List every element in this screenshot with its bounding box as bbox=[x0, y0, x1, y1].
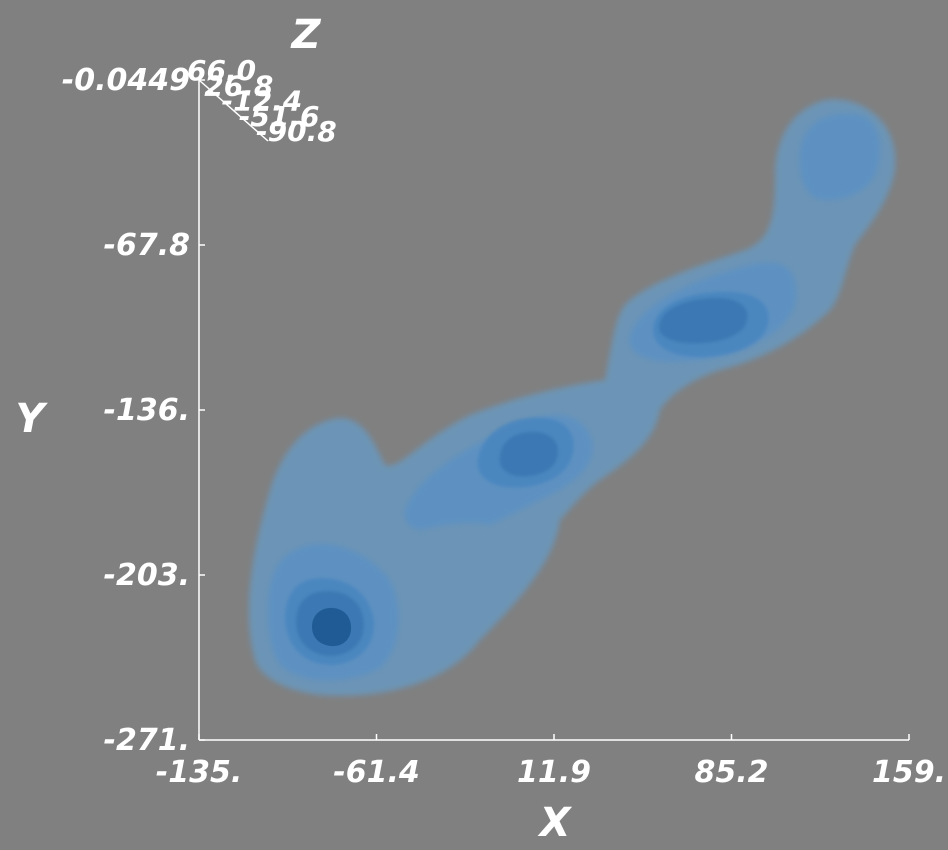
z-tick-label: 66.0 bbox=[187, 54, 256, 87]
surface-layer-3 bbox=[285, 291, 769, 666]
x-tick-label: 11.9 bbox=[517, 755, 591, 790]
y-tick-label: -271. bbox=[104, 723, 190, 758]
z-axis-title: Z bbox=[289, 12, 321, 58]
y-tick-label: -136. bbox=[104, 393, 190, 428]
z-tick-label: 26.8 bbox=[204, 69, 273, 102]
x-tick-label: -61.4 bbox=[333, 755, 419, 790]
z-tick-label: -12.4 bbox=[222, 85, 303, 118]
y-tick-label: -203. bbox=[104, 558, 190, 593]
z-axis-line bbox=[198, 79, 269, 142]
surface-layer-outer bbox=[248, 99, 896, 696]
axis-labels: -135. -61.4 11.9 85.2 159. -0.0449 -67.8 -136. -… bbox=[16, 12, 947, 846]
z-tick-label: -51.6 bbox=[239, 100, 320, 133]
x-tick-label: 159. bbox=[872, 755, 946, 790]
x-tick-label: 85.2 bbox=[694, 755, 768, 790]
axes bbox=[198, 79, 910, 741]
x-tick-label: -135. bbox=[156, 755, 242, 790]
y-tick-label: -67.8 bbox=[104, 228, 190, 263]
z-tick-label: -90.8 bbox=[256, 115, 337, 148]
x-axis-title: X bbox=[537, 800, 573, 846]
y-axis-title: Y bbox=[16, 396, 49, 442]
y-tick-label: -0.0449 bbox=[62, 63, 190, 98]
surface-layer-core bbox=[312, 607, 352, 647]
isosurface bbox=[248, 99, 896, 696]
